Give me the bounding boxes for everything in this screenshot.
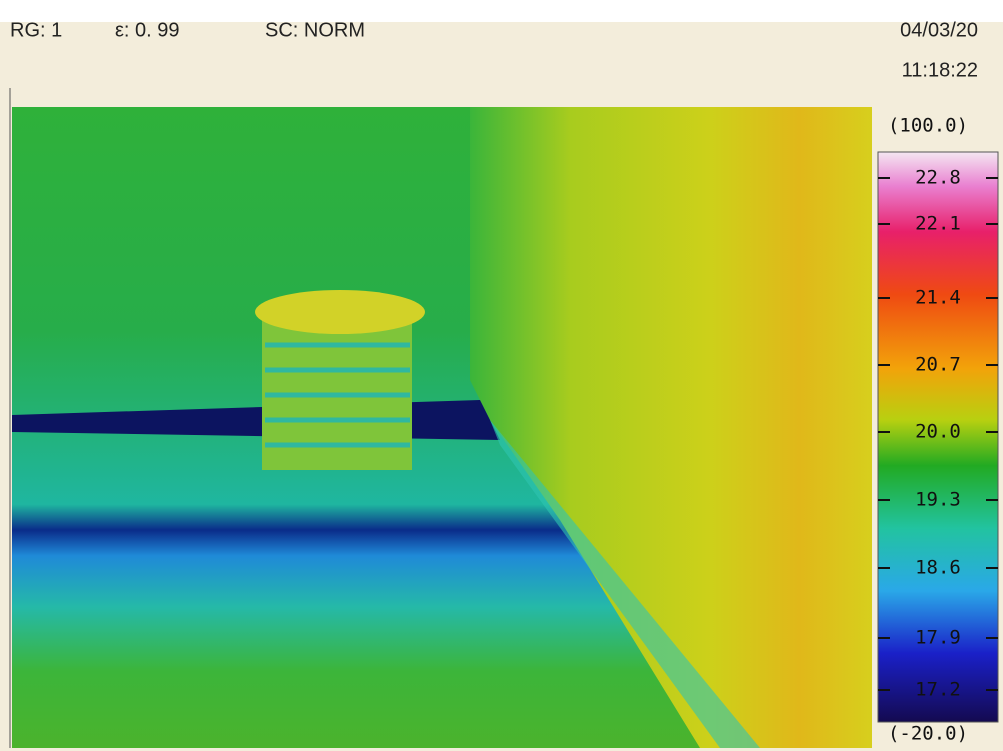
emissivity: ε: 0. 99 <box>115 19 180 41</box>
scale-label: 17.9 <box>915 627 961 649</box>
thermal-image <box>12 107 872 748</box>
scale-label: 22.1 <box>915 213 961 235</box>
scale-label: 22.8 <box>915 167 961 189</box>
scale-label: 19.3 <box>915 489 961 511</box>
range: RG: 1 <box>10 19 62 41</box>
page: {"header": {"range": "RG: 1", "emissivit… <box>0 0 1003 751</box>
scale-label: 21.4 <box>915 287 961 309</box>
thermal-screen: RG: 1 ε: 0. 99 SC: NORM 04/03/20 11:18:2… <box>0 0 1003 751</box>
scale-max: (100.0) <box>888 115 968 137</box>
object-top <box>255 290 425 334</box>
scale-label: 18.6 <box>915 557 961 579</box>
scale-min: (-20.0) <box>888 723 968 745</box>
time: 11:18:22 <box>902 59 978 81</box>
scale-label: 17.2 <box>915 679 961 701</box>
scale-label: 20.0 <box>915 421 961 443</box>
date: 04/03/20 <box>900 19 978 41</box>
scale-label: 20.7 <box>915 354 961 376</box>
colorbar: (100.0) (-20.0) 22.8 22.1 21.4 20.7 20.0 19.3… <box>878 115 998 745</box>
scale-mode: SC: NORM <box>265 19 365 41</box>
